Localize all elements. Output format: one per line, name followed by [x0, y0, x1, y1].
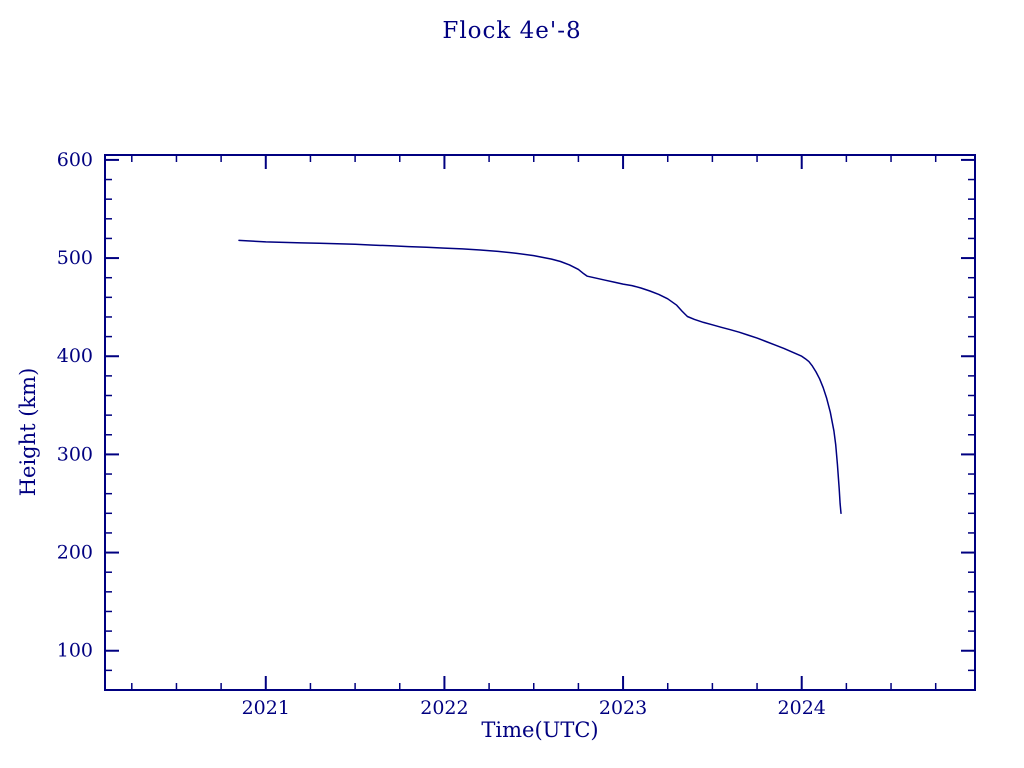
- x-tick-label: 2022: [420, 697, 468, 719]
- height-series-line: [238, 239, 842, 515]
- x-tick-label: 2024: [778, 697, 826, 719]
- y-tick-label: 300: [57, 443, 93, 465]
- y-tick-label: 400: [57, 345, 93, 367]
- y-axis-label: Height (km): [16, 367, 40, 497]
- y-tick-label: 100: [57, 640, 93, 662]
- x-tick-label: 2023: [599, 697, 647, 719]
- chart-title: Flock 4e'-8: [442, 18, 582, 44]
- plot-frame: [104, 154, 976, 691]
- x-tick-label: 2021: [242, 697, 290, 719]
- y-tick-label: 500: [57, 247, 93, 269]
- x-axis-label: Time(UTC): [481, 718, 599, 742]
- y-tick-label: 600: [57, 149, 93, 171]
- y-tick-label: 200: [57, 542, 93, 564]
